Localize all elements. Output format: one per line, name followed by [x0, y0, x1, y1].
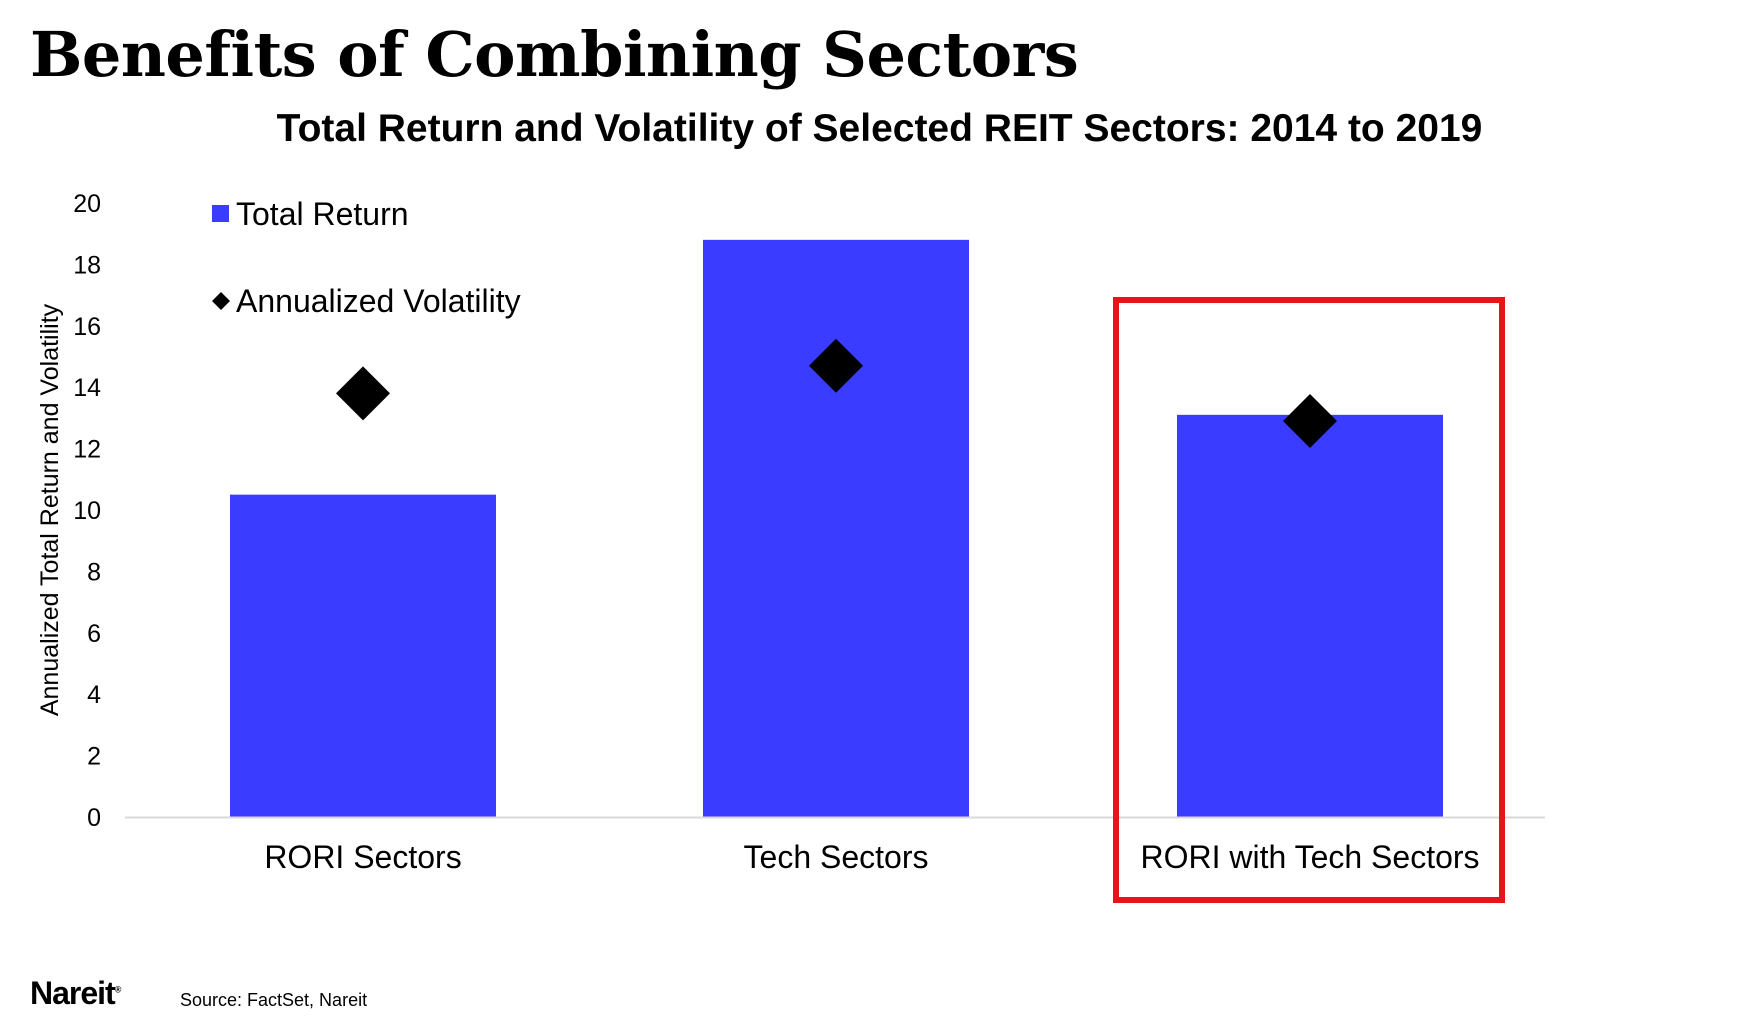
- x-category-label: RORI Sectors: [264, 839, 461, 875]
- legend-swatch-volatility: [212, 292, 230, 310]
- legend: Total Return Annualized Volatility: [212, 196, 521, 319]
- y-tick-label: 0: [87, 804, 101, 832]
- y-axis-label: Annualized Total Return and Volatility: [36, 303, 64, 716]
- y-tick-label: 14: [73, 374, 101, 402]
- bar-total-return: [1177, 414, 1443, 817]
- bar-total-return: [703, 239, 969, 818]
- y-tick-label: 18: [73, 251, 101, 279]
- highlight-box: [1113, 297, 1505, 903]
- y-axis-label-group: Annualized Total Return and Volatility: [36, 303, 64, 716]
- logo-registered-mark: ®: [114, 984, 122, 995]
- marker-annualized-volatility: [336, 366, 390, 421]
- y-tick-label: 2: [87, 743, 101, 771]
- marker-annualized-volatility: [1283, 393, 1337, 448]
- legend-swatch-total-return: [212, 205, 229, 222]
- slide-title: Benefits of Combining Sectors: [30, 18, 1079, 91]
- nareit-logo: Nareit®: [30, 975, 121, 1012]
- y-tick-label: 10: [73, 497, 101, 525]
- bars: [230, 239, 1443, 818]
- x-category-labels: RORI Sectors Tech Sectors RORI with Tech S…: [264, 839, 1479, 875]
- marker-annualized-volatility: [809, 338, 863, 393]
- bar-total-return: [230, 494, 496, 817]
- y-tick-label: 4: [87, 681, 101, 709]
- legend-label-total-return: Total Return: [236, 196, 409, 232]
- x-category-label: RORI with Tech Sectors: [1140, 839, 1479, 875]
- y-tick-label: 8: [87, 558, 101, 586]
- source-note: Source: FactSet, Nareit: [180, 990, 368, 1010]
- chart-title: Total Return and Volatility of Selected …: [276, 107, 1483, 150]
- y-tick-label: 20: [73, 190, 101, 218]
- volatility-markers: [336, 338, 1337, 448]
- x-category-label: Tech Sectors: [744, 839, 929, 875]
- y-tick-label: 12: [73, 436, 101, 464]
- logo-text: Nareit: [30, 975, 116, 1011]
- legend-label-volatility: Annualized Volatility: [236, 283, 521, 319]
- y-tick-label: 16: [73, 313, 101, 341]
- y-tick-label: 6: [87, 620, 101, 648]
- y-tick-labels: 0 2 4 6 8 10 12 14 16 18 20: [73, 190, 101, 832]
